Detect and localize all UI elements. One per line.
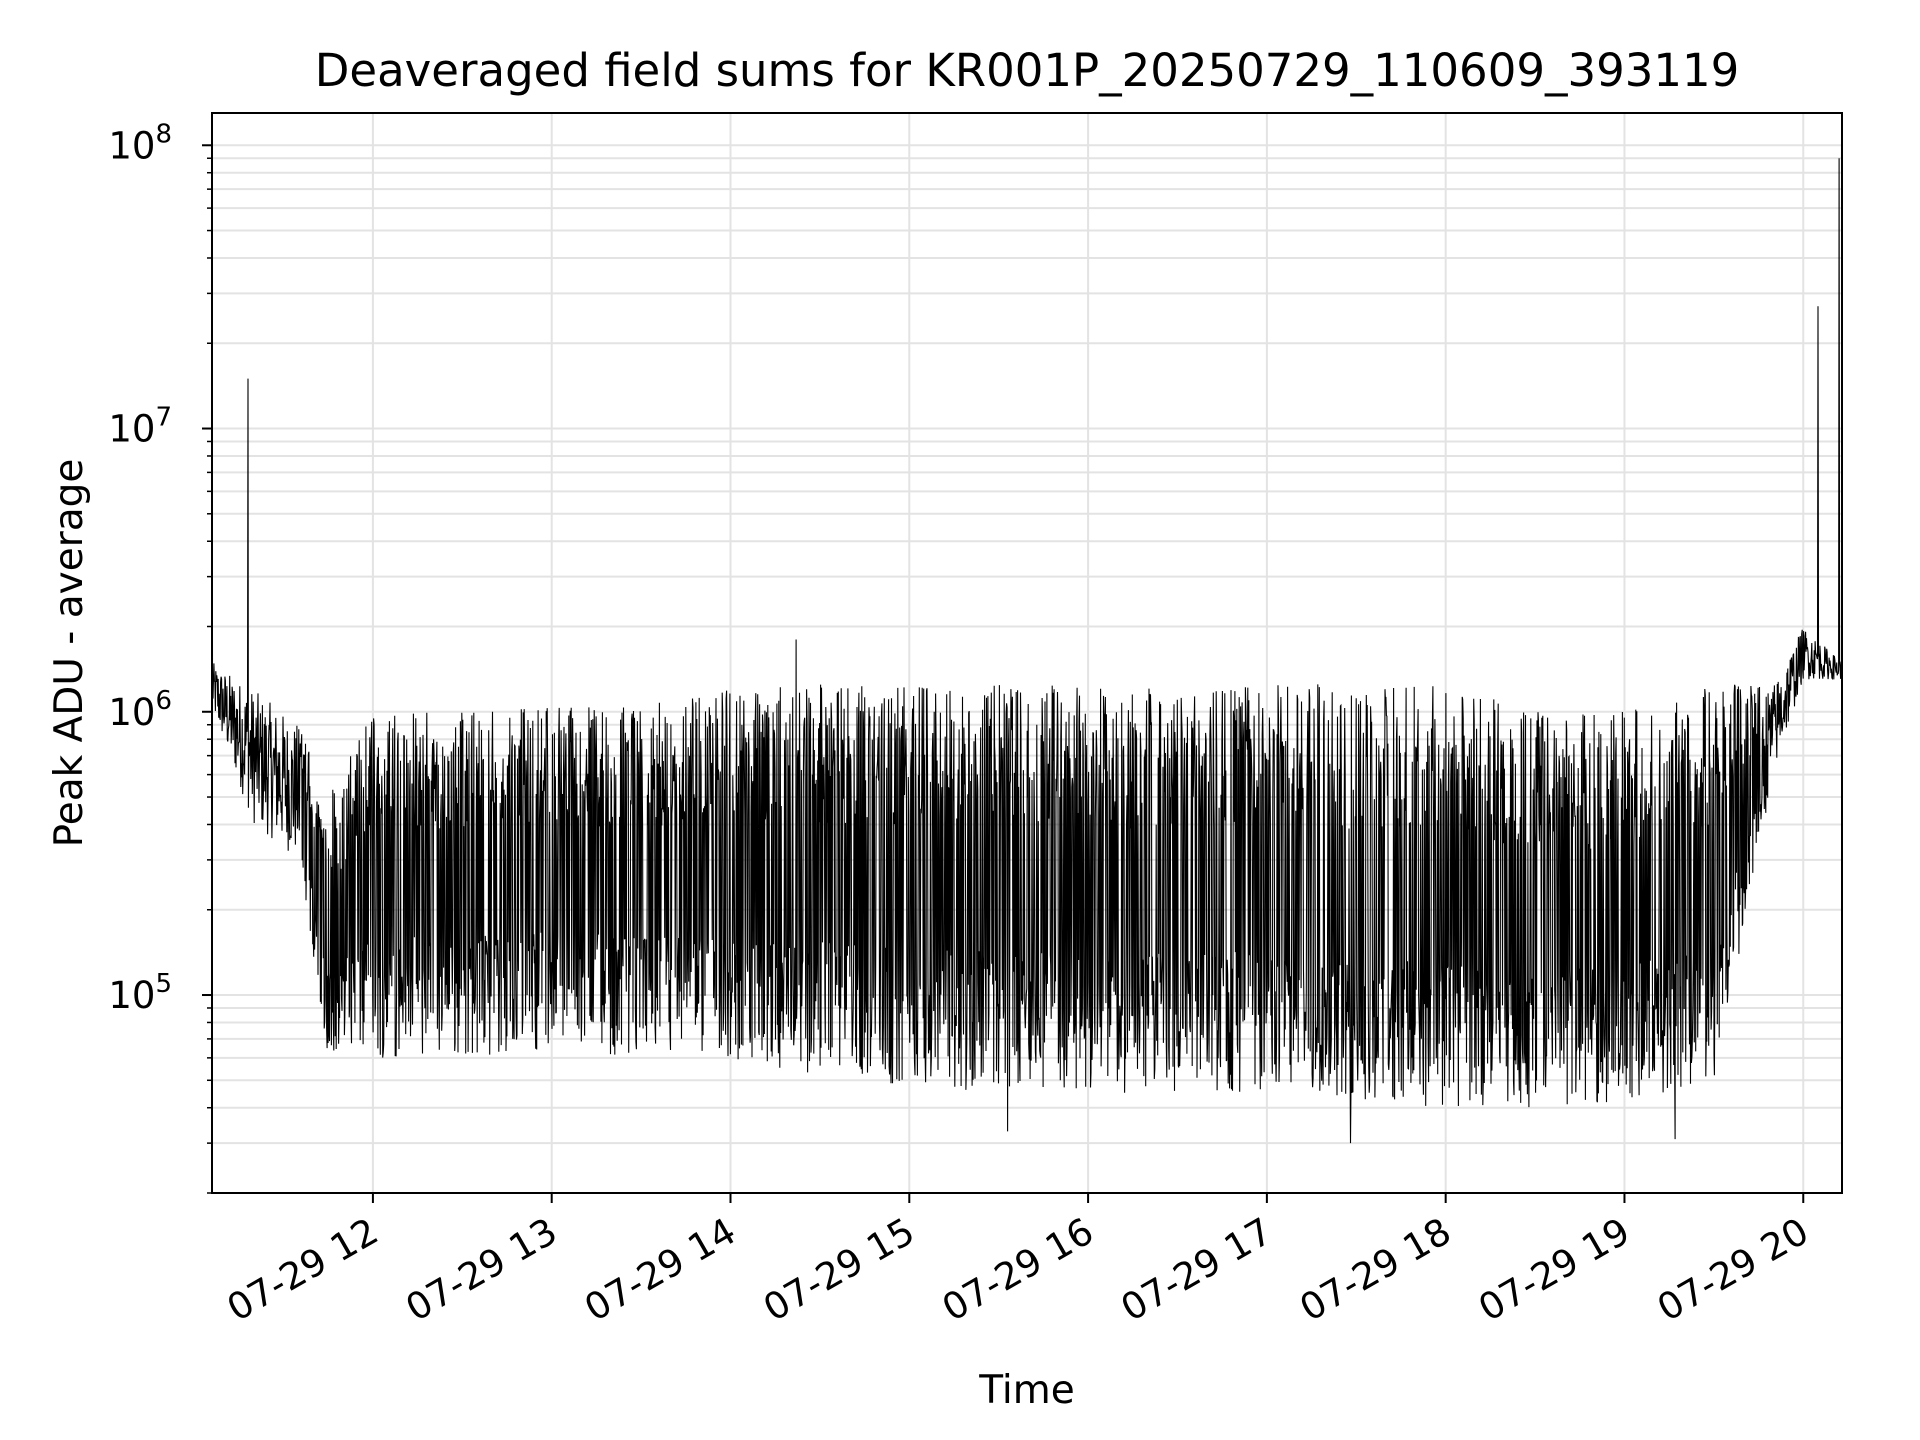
- y-tick-label: 108: [108, 119, 172, 167]
- x-tick-label: 07-29 16: [935, 1210, 1101, 1330]
- series-line: [211, 158, 1843, 1144]
- x-axis-label: Time: [978, 1368, 1074, 1413]
- x-axis-ticks: 07-29 12 07-29 13 07-29 14 07-29 15 07-29 16…: [220, 1193, 1816, 1330]
- y-tick-label: 107: [108, 403, 172, 451]
- x-tick-label: 07-29 19: [1471, 1210, 1637, 1330]
- x-tick-label: 07-29 18: [1293, 1210, 1459, 1330]
- y-axis-label: Peak ADU - average: [47, 459, 92, 848]
- x-tick-label: 07-29 20: [1650, 1210, 1816, 1330]
- plot-area: [211, 158, 1843, 1144]
- y-axis-ticks: 105 106 107 108: [108, 119, 212, 1194]
- x-tick-label: 07-29 17: [1114, 1210, 1280, 1330]
- y-tick-label: 105: [108, 969, 172, 1017]
- y-tick-label: 106: [108, 686, 172, 734]
- plot-frame: [211, 112, 1843, 1194]
- x-tick-label: 07-29 13: [399, 1210, 565, 1330]
- x-tick-label: 07-29 15: [756, 1210, 922, 1330]
- chart-title: Deaveraged field sums for KR001P_2025072…: [315, 44, 1739, 97]
- x-tick-label: 07-29 12: [220, 1210, 386, 1330]
- x-tick-label: 07-29 14: [577, 1210, 743, 1330]
